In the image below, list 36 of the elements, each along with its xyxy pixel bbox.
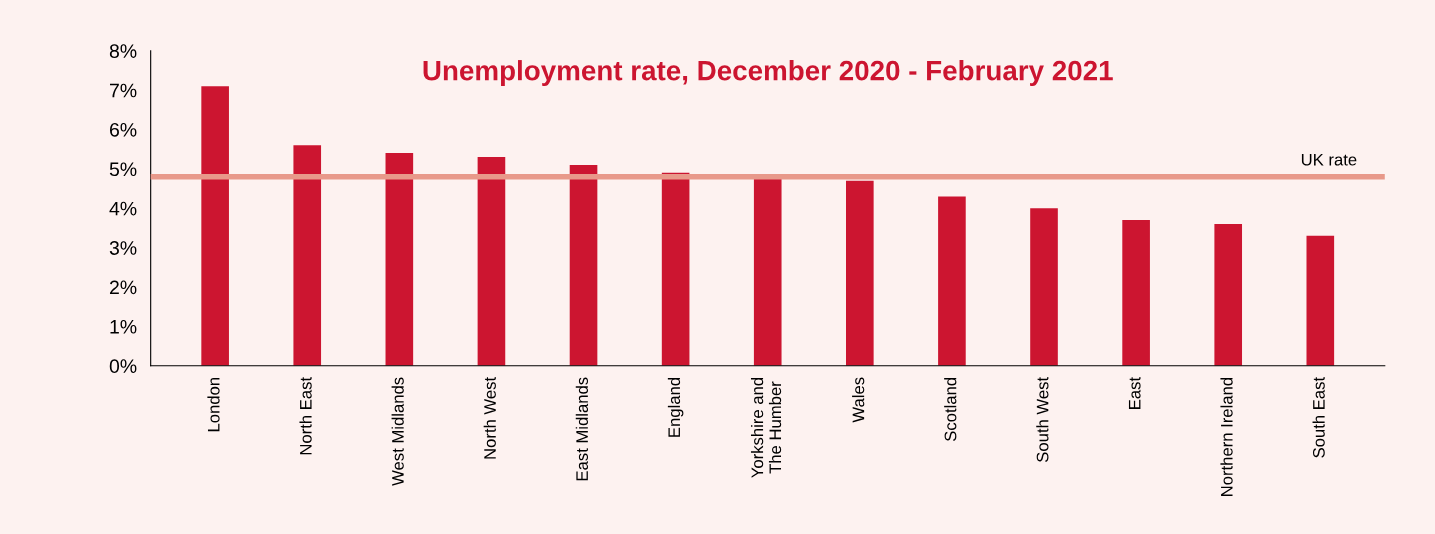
- x-tick-label: North East: [299, 377, 312, 455]
- y-tick-label: 8%: [109, 44, 137, 58]
- y-tick-label: 6%: [110, 122, 137, 137]
- chart-title: Unemployment rate, December 2020 - February 2021: [423, 60, 1113, 86]
- bar: [1122, 220, 1150, 366]
- bar: [569, 164, 598, 366]
- bar: [293, 145, 322, 366]
- y-tick-label: 1%: [110, 319, 137, 334]
- x-tick-label: South East: [1312, 377, 1325, 458]
- bar: [385, 153, 414, 366]
- bar: [477, 157, 506, 366]
- x-tick-label: Scotland: [944, 377, 957, 441]
- x-tick-label: East Midlands: [575, 377, 589, 481]
- x-tick-label: East: [1128, 377, 1141, 409]
- x-tick-label: West Midlands: [391, 377, 404, 486]
- x-tick-label: South West: [1036, 377, 1049, 462]
- x-tick-label: London: [207, 377, 220, 432]
- bar: [201, 86, 229, 366]
- x-tick-label: North West: [483, 377, 496, 459]
- ref-line-label: UK rate: [1301, 153, 1357, 166]
- x-tick-label: Wales: [852, 377, 865, 423]
- bar: [846, 180, 874, 366]
- y-tick-label: 7%: [110, 83, 137, 98]
- x-tick-label: Yorkshire and The Humber: [750, 377, 782, 478]
- bar: [1030, 208, 1058, 366]
- bar: [1214, 224, 1243, 366]
- bar: [938, 196, 966, 366]
- y-tick-label: 4%: [109, 201, 137, 216]
- bar: [1306, 235, 1335, 366]
- y-tick-label: 0%: [109, 359, 137, 374]
- y-tick-label: 3%: [109, 241, 137, 255]
- bar: [661, 172, 690, 366]
- y-tick-label: 5%: [109, 162, 137, 177]
- y-tick-label: 2%: [109, 280, 137, 295]
- x-tick-label: England: [667, 377, 684, 437]
- x-tick-label: Northern Ireland: [1220, 377, 1233, 496]
